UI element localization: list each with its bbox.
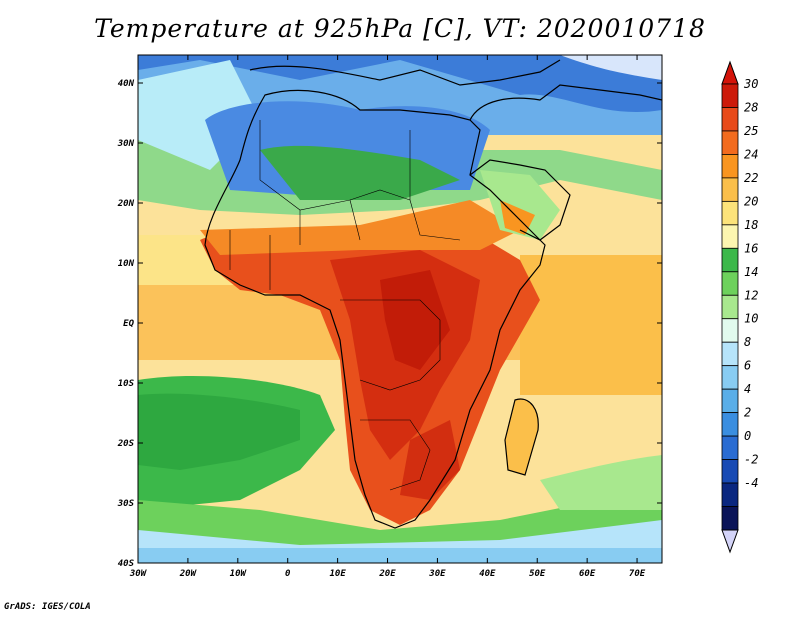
colorbar-swatch bbox=[721, 506, 739, 531]
y-tick-label: 20S bbox=[117, 439, 135, 449]
x-tick-label: 60E bbox=[579, 569, 596, 579]
colorbar-swatch bbox=[721, 200, 739, 226]
y-tick-label: 30S bbox=[117, 499, 135, 509]
x-tick-label: 30E bbox=[428, 569, 446, 579]
colorbar-swatch bbox=[721, 482, 739, 507]
colorbar-swatch bbox=[721, 130, 739, 155]
colorbar-swatch bbox=[721, 294, 739, 320]
y-tick-label: 30N bbox=[117, 139, 135, 149]
x-tick-label: 20W bbox=[179, 569, 198, 579]
colorbar-label: 24 bbox=[744, 147, 758, 161]
map-frame bbox=[137, 54, 663, 564]
x-tick-label: 40E bbox=[479, 569, 496, 579]
x-tick-label: 20E bbox=[378, 569, 396, 579]
y-tick-label: EQ bbox=[123, 319, 134, 329]
colorbar-label: 14 bbox=[744, 265, 758, 279]
colorbar-label: 4 bbox=[744, 382, 751, 396]
colorbar-label: -2 bbox=[744, 453, 758, 467]
colorbar-label: 12 bbox=[744, 288, 758, 302]
colorbar-label: 25 bbox=[744, 124, 758, 138]
x-axis: 30W 20W 10W 0 10E 20E 30E 40E 50E 60E 70E bbox=[129, 55, 646, 579]
colorbar-label: 6 bbox=[744, 359, 751, 373]
colorbar-swatch bbox=[721, 247, 739, 273]
colorbar-label: 10 bbox=[744, 312, 758, 326]
x-tick-label: 50E bbox=[529, 569, 546, 579]
colorbar-swatch bbox=[721, 83, 739, 108]
country-borders bbox=[229, 120, 461, 491]
y-axis: 40N 30N 20N 10N EQ 10S 20S 30S 40S bbox=[117, 79, 662, 569]
y-tick-label: 40N bbox=[118, 79, 135, 89]
x-tick-label: 30W bbox=[129, 569, 148, 579]
colorbar-swatch bbox=[721, 435, 739, 460]
colorbar-swatch bbox=[721, 271, 739, 296]
y-tick-label: 20N bbox=[117, 199, 135, 209]
colorbar-swatch bbox=[721, 459, 739, 484]
colorbar-swatch bbox=[721, 388, 739, 414]
colorbar-label: -4 bbox=[744, 476, 758, 490]
footer-credit: GrADS: IGES/COLA bbox=[4, 602, 91, 612]
colorbar-label: 8 bbox=[744, 335, 751, 349]
y-tick-label: 40S bbox=[118, 559, 135, 569]
x-tick-label: 10W bbox=[230, 569, 248, 579]
colorbar-label: 18 bbox=[744, 218, 758, 232]
colorbar-label: 2 bbox=[744, 406, 751, 420]
x-tick-label: 0 bbox=[285, 569, 291, 579]
coastlines bbox=[204, 59, 662, 529]
colorbar-swatch bbox=[721, 154, 739, 179]
colorbar-label: 22 bbox=[744, 171, 758, 185]
colorbar-swatch bbox=[721, 224, 739, 249]
colorbar-label: 30 bbox=[743, 77, 758, 91]
colorbar-top-arrow bbox=[721, 60, 739, 85]
colorbar-swatch bbox=[721, 412, 739, 437]
x-tick-label: 70E bbox=[629, 569, 646, 579]
y-tick-label: 10S bbox=[118, 379, 135, 389]
colorbar-swatch bbox=[721, 177, 739, 202]
colorbar-label: 0 bbox=[744, 429, 751, 443]
colorbar-swatch bbox=[721, 318, 739, 343]
colorbar-swatch bbox=[721, 365, 739, 390]
temperature-field bbox=[138, 55, 662, 563]
colorbar-swatch bbox=[721, 341, 739, 367]
colorbar-label: 20 bbox=[744, 194, 758, 208]
page-title: Temperature at 925hPa [C], VT: 202001071… bbox=[94, 14, 706, 43]
x-tick-label: 10E bbox=[329, 569, 346, 579]
colorbar-label: 28 bbox=[744, 100, 758, 114]
colorbar-bottom-arrow bbox=[721, 529, 739, 554]
colorbar-label: 16 bbox=[744, 241, 758, 255]
y-tick-label: 10N bbox=[118, 259, 135, 269]
colorbar-swatch bbox=[721, 107, 739, 132]
